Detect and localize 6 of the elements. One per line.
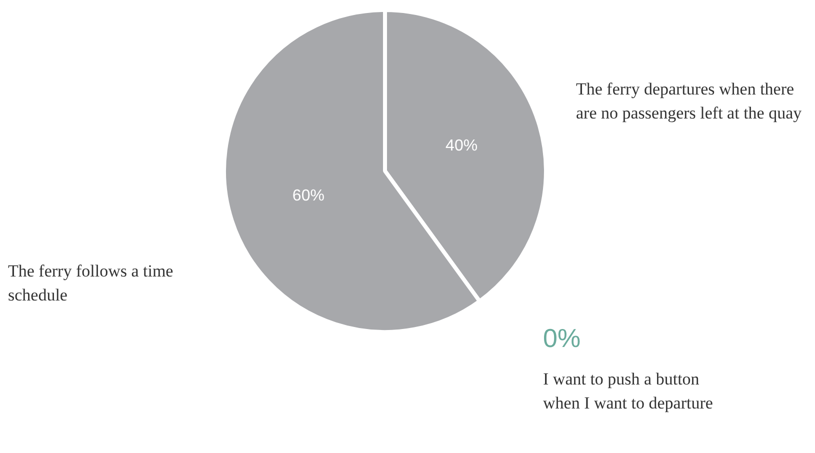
slice-label: The ferry follows a time schedule bbox=[8, 261, 174, 304]
category-label: I want to push a button when I want to departure bbox=[543, 369, 713, 412]
text: 0% bbox=[543, 323, 581, 354]
data-label: 60% bbox=[292, 187, 324, 204]
slice-label: The ferry departures when there are no passengers left at the quay bbox=[576, 79, 802, 122]
data-label: 40% bbox=[446, 138, 478, 155]
